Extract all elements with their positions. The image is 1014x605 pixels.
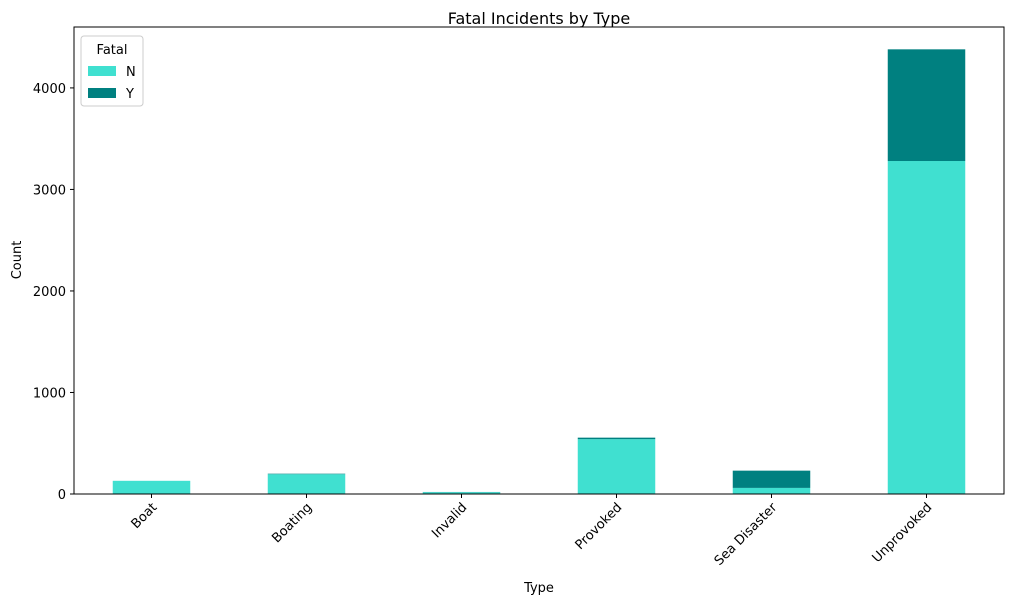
legend: Fatal N Y xyxy=(80,35,144,107)
plot-frame xyxy=(73,26,1005,495)
legend-label-y: Y xyxy=(125,87,134,102)
bar-boating-n xyxy=(267,474,346,494)
bar-boating-y xyxy=(267,473,346,475)
y-tick-label: 4000 xyxy=(33,82,66,97)
bar-sea-disaster-y xyxy=(732,470,811,488)
bar-boat-n xyxy=(112,480,191,494)
x-tick-label: Boating xyxy=(269,500,315,546)
y-axis-label: Count xyxy=(10,241,25,280)
x-axis: Boat Boating Invalid Provoked Sea Disaster Un… xyxy=(129,494,936,569)
x-tick-label: Unprovoked xyxy=(870,500,936,566)
y-tick-label: 1000 xyxy=(33,386,66,401)
y-tick-label: 0 xyxy=(58,488,66,503)
bar-unprovoked-y xyxy=(887,49,966,162)
y-tick-label: 2000 xyxy=(33,285,66,300)
bar-provoked-y xyxy=(577,437,656,440)
x-axis-label: Type xyxy=(523,581,554,596)
legend-title: Fatal xyxy=(97,43,128,58)
x-tick-label: Sea Disaster xyxy=(712,500,781,569)
legend-swatch-y xyxy=(88,88,116,98)
x-tick-label: Provoked xyxy=(573,500,626,553)
y-tick-label: 3000 xyxy=(33,183,66,198)
legend-label-n: N xyxy=(126,65,136,80)
bar-invalid-n xyxy=(422,492,501,494)
bar-sea-disaster-n xyxy=(732,487,811,494)
bar-provoked-n xyxy=(577,439,656,494)
x-tick-label: Invalid xyxy=(429,500,470,541)
chart-title: Fatal Incidents by Type xyxy=(448,9,631,28)
y-axis: 0 1000 2000 3000 4000 xyxy=(33,82,74,503)
plot-area xyxy=(112,49,966,494)
x-tick-label: Boat xyxy=(129,500,161,532)
legend-swatch-n xyxy=(88,66,116,76)
bar-unprovoked-n xyxy=(887,161,966,494)
